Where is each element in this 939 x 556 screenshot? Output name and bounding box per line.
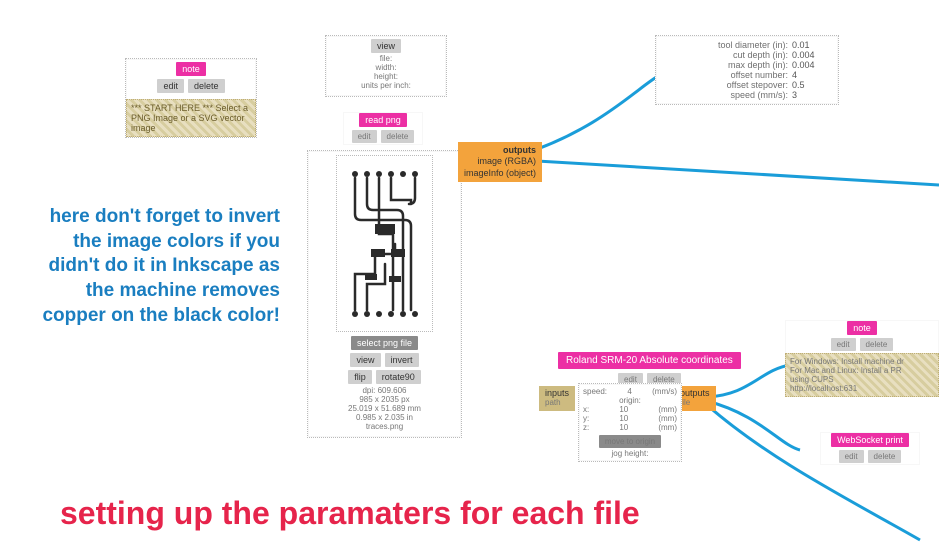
outputs-port-body: outputs image (RGBA) imageInfo (object) (458, 142, 542, 182)
srm-origin-label: origin: (583, 396, 677, 405)
srm-inputs-sub: path (545, 399, 569, 408)
note2-title: note (847, 321, 877, 335)
img-dpi: dpi: 609.606 (312, 386, 457, 395)
view-button[interactable]: view (371, 39, 401, 53)
edit-button[interactable]: edit (839, 450, 864, 463)
read-png-node: read png edit delete (343, 112, 423, 145)
file-params-node: view file: width: height: units per inch… (325, 35, 447, 97)
srm-x-input[interactable]: 10 (619, 405, 628, 414)
img-filename: traces.png (312, 422, 457, 431)
edit-button[interactable]: edit (352, 130, 377, 143)
offset-number-value[interactable]: 4 (792, 70, 832, 80)
param-row: speed (mm/s):3 (662, 90, 832, 100)
callout-invert: here don't forget to invert the image co… (40, 205, 280, 328)
param-row: max depth (in):0.004 (662, 60, 832, 70)
png-preview-node: select png file view invert flip rotate9… (307, 150, 462, 438)
srm-body-node: speed: 4 (mm/s) origin: x:10(mm) y:10(mm… (578, 383, 682, 462)
view-button[interactable]: view (350, 353, 380, 367)
srm-y-row: y:10(mm) (583, 414, 677, 423)
cut-depth-value[interactable]: 0.004 (792, 50, 832, 60)
srm-x-row: x:10(mm) (583, 405, 677, 414)
note2-body: For Windows: Install machine dr For Mac … (785, 353, 939, 397)
pcb-image (336, 155, 433, 332)
file-label-1: width: (326, 63, 446, 72)
param-row: offset stepover:0.5 (662, 80, 832, 90)
offset-stepover-value[interactable]: 0.5 (792, 80, 832, 90)
img-in: 0.985 x 2.035 in (312, 413, 457, 422)
move-origin-button[interactable]: move to origin (599, 435, 661, 448)
delete-button[interactable]: delete (868, 450, 902, 463)
invert-button[interactable]: invert (385, 353, 419, 367)
file-label-0: file: (326, 54, 446, 63)
srm-jog-label: jog height: (583, 449, 677, 458)
rotate-button[interactable]: rotate90 (376, 370, 421, 384)
note-node: note edit delete *** START HERE *** Sele… (125, 58, 257, 138)
mill-params-node: tool diameter (in):0.01 cut depth (in):0… (655, 35, 839, 105)
srm-y-input[interactable]: 10 (619, 414, 628, 423)
param-row: offset number:4 (662, 70, 832, 80)
outputs-line2: imageInfo (object) (464, 168, 536, 179)
outputs-line1: image (RGBA) (464, 156, 536, 167)
callout-title: setting up the paramaters for each file (60, 495, 640, 532)
file-label-3: units per inch: (326, 81, 446, 90)
srm-speed-row: speed: 4 (mm/s) (583, 387, 677, 396)
mods-canvas: { "colors":{"magenta":"#ec2fa4","orange"… (0, 0, 939, 556)
param-row: cut depth (in):0.004 (662, 50, 832, 60)
param-row: tool diameter (in):0.01 (662, 40, 832, 50)
srm-outputs-sub: file (680, 399, 710, 408)
delete-button[interactable]: delete (381, 130, 415, 143)
read-png-title: read png (359, 113, 407, 127)
delete-button[interactable]: delete (188, 79, 225, 93)
srm-z-row: z:10(mm) (583, 423, 677, 432)
max-depth-value[interactable]: 0.004 (792, 60, 832, 70)
outputs-port[interactable]: outputs image (RGBA) imageInfo (object) (458, 142, 542, 182)
pcb-svg (345, 164, 425, 324)
outputs-title: outputs (464, 145, 536, 156)
file-label-2: height: (326, 72, 446, 81)
srm-speed-input[interactable]: 4 (627, 387, 631, 396)
img-mm: 25.019 x 51.689 mm (312, 404, 457, 413)
ws-title: WebSocket print (831, 433, 909, 447)
img-px: 985 x 2035 px (312, 395, 457, 404)
edit-button[interactable]: edit (831, 338, 856, 351)
select-png-button[interactable]: select png file (351, 336, 418, 350)
edit-button[interactable]: edit (157, 79, 184, 93)
speed-value[interactable]: 3 (792, 90, 832, 100)
note-title: note (176, 62, 206, 76)
srm-inputs-port[interactable]: inputs path (539, 386, 575, 411)
srm-title: Roland SRM-20 Absolute coordinates (558, 352, 741, 369)
tool-diameter-value[interactable]: 0.01 (792, 40, 832, 50)
note2-node: note edit delete For Windows: Install ma… (785, 320, 939, 397)
flip-button[interactable]: flip (348, 370, 372, 384)
srm-z-input[interactable]: 10 (619, 423, 628, 432)
websocket-node: WebSocket print edit delete (820, 432, 920, 465)
delete-button[interactable]: delete (860, 338, 894, 351)
note-text: *** START HERE *** Select a PNG Image or… (126, 99, 256, 137)
